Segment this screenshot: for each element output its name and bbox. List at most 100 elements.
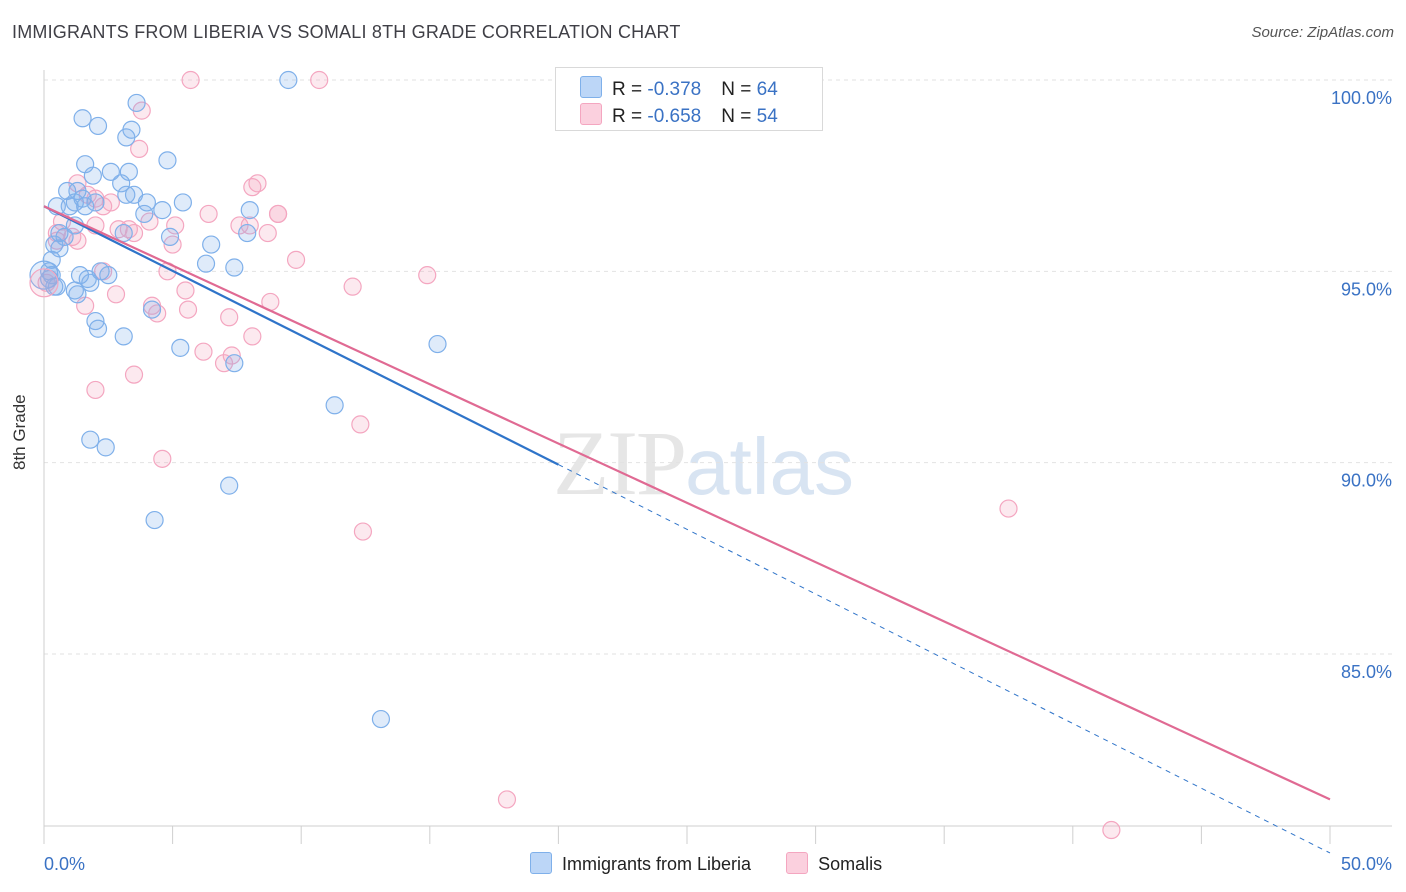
- x-tick-label: 50.0%: [1341, 854, 1392, 874]
- liberia-point: [86, 193, 105, 212]
- y-tick-label: 95.0%: [1341, 279, 1392, 299]
- somali-point: [343, 277, 362, 296]
- legend-r-label: R =: [612, 79, 648, 100]
- somali-point: [178, 300, 198, 319]
- liberia-swatch: [580, 76, 602, 98]
- liberia-point: [220, 476, 239, 495]
- liberia-point: [76, 197, 95, 216]
- liberia-point: [68, 285, 87, 304]
- liberia-point: [101, 162, 120, 181]
- liberia-point: [73, 109, 92, 128]
- legend-n-value: 54: [756, 106, 778, 127]
- liberia-point: [117, 128, 136, 147]
- somali-point: [351, 415, 370, 434]
- somali-point: [418, 266, 437, 285]
- liberia-point: [88, 319, 108, 338]
- somali-point: [268, 204, 288, 224]
- liberia-point: [99, 266, 118, 285]
- legend-n-label: N =: [721, 106, 757, 127]
- liberia-point: [42, 250, 61, 269]
- somali-point: [124, 365, 144, 384]
- somali-point: [353, 522, 373, 541]
- liberia-point: [78, 269, 97, 289]
- legend-row-liberia: R = -0.378 N = 64: [580, 76, 778, 101]
- legend-r-value: -0.658: [647, 106, 702, 127]
- somali-point: [130, 139, 149, 158]
- liberia-point: [114, 327, 133, 346]
- legend-item-liberia[interactable]: Immigrants from Liberia: [530, 852, 751, 875]
- liberia-point: [196, 254, 216, 273]
- somali-point: [497, 790, 517, 809]
- correlation-legend: R = -0.378 N = 64 R = -0.658 N = 54: [555, 67, 823, 131]
- somali-point: [243, 327, 262, 346]
- liberia-point: [153, 201, 172, 220]
- liberia-point: [171, 338, 190, 357]
- liberia-point: [137, 193, 156, 212]
- liberia-point: [158, 151, 177, 170]
- liberia-point: [114, 223, 133, 243]
- somali-point: [166, 216, 185, 235]
- somali-point: [124, 223, 144, 243]
- x-tick-label: 0.0%: [44, 854, 85, 874]
- somali-point: [1102, 820, 1121, 840]
- liberia-point: [55, 227, 74, 246]
- liberia-point: [202, 235, 221, 254]
- somali-trendline: [43, 205, 1331, 801]
- somali-point: [194, 342, 213, 361]
- somali-point: [258, 223, 277, 243]
- somali-point: [199, 204, 218, 224]
- liberia-swatch: [530, 852, 552, 874]
- somali-point: [86, 189, 105, 208]
- liberia-point: [83, 166, 102, 185]
- liberia-point: [225, 354, 244, 373]
- chart-title: IMMIGRANTS FROM LIBERIA VS SOMALI 8TH GR…: [12, 22, 681, 42]
- y-tick-label: 100.0%: [1331, 88, 1392, 108]
- liberia-point: [238, 223, 257, 243]
- somali-point: [999, 499, 1018, 518]
- liberia-point: [135, 204, 154, 224]
- somali-point: [153, 449, 172, 468]
- legend-n-value: 64: [756, 79, 778, 100]
- liberia-point: [117, 185, 136, 204]
- somali-point: [214, 354, 234, 373]
- liberia-point: [145, 510, 164, 530]
- somali-point: [286, 250, 306, 269]
- somali-point: [176, 281, 195, 300]
- somali-swatch: [580, 103, 602, 125]
- liberia-point: [60, 197, 79, 216]
- somali-point: [220, 308, 239, 327]
- liberia-point: [88, 116, 108, 136]
- liberia-point: [173, 193, 192, 212]
- liberia-point: [81, 430, 100, 449]
- legend-n-label: N =: [721, 79, 757, 100]
- somali-point: [181, 70, 200, 90]
- legend-item-somali[interactable]: Somalis: [786, 852, 882, 875]
- series-legend: Immigrants from Liberia Somalis: [530, 852, 912, 875]
- liberia-point: [160, 227, 180, 246]
- liberia-point-large: [29, 260, 59, 290]
- y-tick-label: 90.0%: [1341, 471, 1392, 491]
- liberia-point: [96, 438, 115, 457]
- y-axis-label: 8th Grade: [10, 394, 29, 470]
- liberia-trendline-extension: [558, 464, 1331, 854]
- liberia-point: [279, 70, 298, 90]
- somali-point: [230, 216, 249, 235]
- legend-r-label: R =: [612, 106, 648, 127]
- liberia-point: [142, 300, 162, 319]
- liberia-point: [325, 396, 344, 415]
- somali-point: [86, 380, 105, 400]
- liberia-point: [127, 93, 146, 113]
- liberia-point: [225, 258, 244, 277]
- somali-swatch: [786, 852, 809, 874]
- watermark-atlas: atlas: [685, 422, 854, 511]
- legend-label: Somalis: [818, 854, 883, 874]
- source-label: Source: ZipAtlas.com: [1251, 24, 1394, 41]
- legend-r-value: -0.378: [647, 79, 702, 100]
- liberia-point: [240, 201, 259, 220]
- liberia-point: [112, 174, 131, 193]
- somali-point: [243, 178, 262, 197]
- liberia-point: [371, 709, 391, 729]
- liberia-trendline: [43, 205, 559, 466]
- legend-row-somali: R = -0.658 N = 54: [580, 103, 778, 128]
- somali-point: [106, 285, 126, 304]
